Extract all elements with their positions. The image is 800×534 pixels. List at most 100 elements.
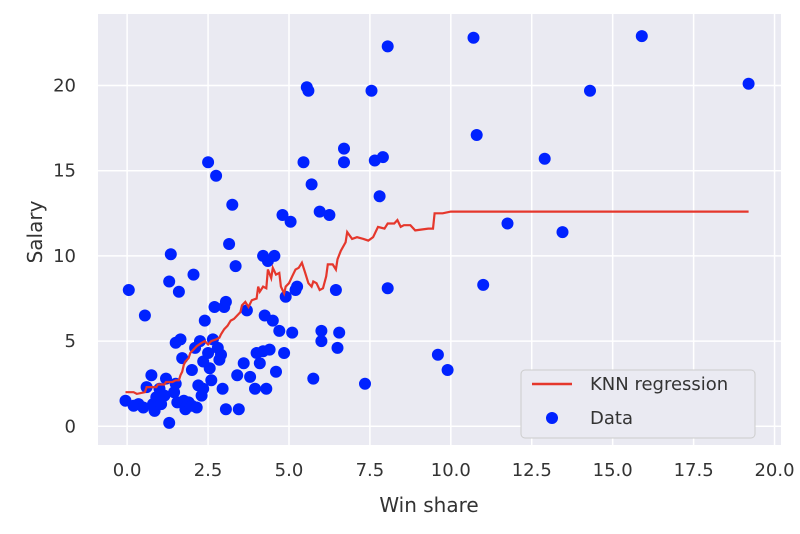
data-point	[441, 364, 454, 376]
x-tick-label: 17.5	[674, 460, 714, 481]
data-point	[315, 335, 328, 348]
x-tick-label: 15.0	[593, 460, 633, 481]
y-tick-label: 15	[53, 161, 76, 182]
data-point	[253, 357, 266, 370]
x-tick-label: 12.5	[512, 460, 552, 481]
data-point	[329, 284, 342, 296]
data-point	[323, 209, 336, 221]
x-tick-label: 0.0	[113, 460, 142, 481]
data-point	[194, 335, 206, 348]
data-point	[240, 304, 253, 317]
data-point	[163, 275, 176, 288]
data-point	[223, 238, 236, 250]
data-point	[190, 401, 203, 414]
data-point	[176, 352, 189, 365]
knn-regression-line	[125, 210, 749, 396]
data-point	[219, 403, 232, 416]
data-point	[338, 142, 350, 155]
data-point	[276, 209, 289, 221]
data-point	[278, 347, 291, 359]
x-axis-label: Win share	[379, 493, 478, 517]
data-point	[197, 382, 210, 395]
data-point	[381, 282, 394, 295]
data-point	[286, 326, 299, 339]
y-tick-label: 0	[65, 416, 76, 437]
y-tick-label: 20	[53, 76, 76, 97]
x-tick-label: 7.5	[356, 460, 385, 481]
data-point	[198, 314, 211, 327]
data-point	[279, 290, 292, 303]
legend-box	[520, 369, 756, 439]
data-point	[187, 268, 200, 281]
data-point	[249, 382, 261, 395]
data-point	[742, 77, 755, 90]
data-point	[158, 389, 171, 402]
data-point	[172, 285, 185, 298]
data-point	[556, 226, 569, 239]
legend-dot-label: Data	[590, 408, 633, 429]
data-point	[145, 369, 158, 382]
x-tick-labels: 0.0 2.5 5.0 7.5 10.0 12.5 15.0 17.5 20.0	[113, 460, 795, 481]
data-point	[365, 84, 378, 97]
data-point	[501, 217, 514, 230]
data-point	[467, 31, 480, 44]
data-point	[331, 341, 344, 354]
data-point	[215, 348, 227, 361]
data-point	[137, 401, 150, 414]
data-point	[226, 198, 239, 211]
data-point	[431, 348, 444, 361]
data-point	[122, 284, 135, 296]
data-point	[138, 309, 151, 322]
data-point	[263, 343, 276, 356]
x-tick-label: 10.0	[431, 460, 471, 481]
data-point	[202, 347, 215, 359]
data-point	[270, 365, 282, 378]
data-point	[174, 333, 187, 346]
y-tick-label: 5	[65, 331, 76, 352]
data-point	[470, 129, 483, 141]
data-point	[216, 382, 229, 395]
data-point	[273, 324, 286, 337]
data-point	[584, 84, 596, 97]
data-point	[307, 372, 320, 385]
data-point	[232, 403, 245, 416]
x-tick-label: 20.0	[754, 460, 794, 481]
data-point	[229, 260, 242, 273]
data-point	[477, 278, 490, 291]
data-point	[268, 249, 281, 262]
data-point	[205, 374, 218, 387]
data-point	[164, 248, 177, 261]
x-tick-label: 5.0	[275, 460, 304, 481]
data-point	[244, 370, 257, 383]
legend-dot-swatch	[546, 412, 558, 424]
data-point	[291, 280, 304, 293]
data-point	[338, 156, 350, 169]
legend-line-label: KNN regression	[590, 374, 728, 395]
data-point	[373, 190, 386, 203]
data-point	[302, 84, 315, 97]
data-point	[305, 178, 318, 191]
legend: KNN regression Data	[520, 369, 756, 439]
data-point	[237, 357, 250, 370]
x-tick-label: 2.5	[194, 460, 223, 481]
data-point	[333, 326, 346, 339]
data-point	[297, 156, 310, 169]
data-points	[119, 30, 755, 429]
data-point	[315, 324, 328, 337]
data-point	[538, 152, 551, 165]
y-tick-label: 10	[53, 246, 76, 267]
data-point	[284, 215, 297, 228]
data-point	[359, 377, 371, 390]
y-axis-label: Salary	[23, 200, 47, 263]
data-point	[266, 314, 279, 327]
data-point	[260, 382, 273, 395]
data-point	[381, 40, 394, 53]
data-point	[210, 169, 223, 182]
data-point	[376, 151, 389, 164]
data-point	[231, 369, 244, 382]
data-point	[208, 301, 221, 313]
data-point	[635, 30, 648, 43]
data-point	[163, 416, 176, 429]
data-point	[202, 156, 215, 169]
